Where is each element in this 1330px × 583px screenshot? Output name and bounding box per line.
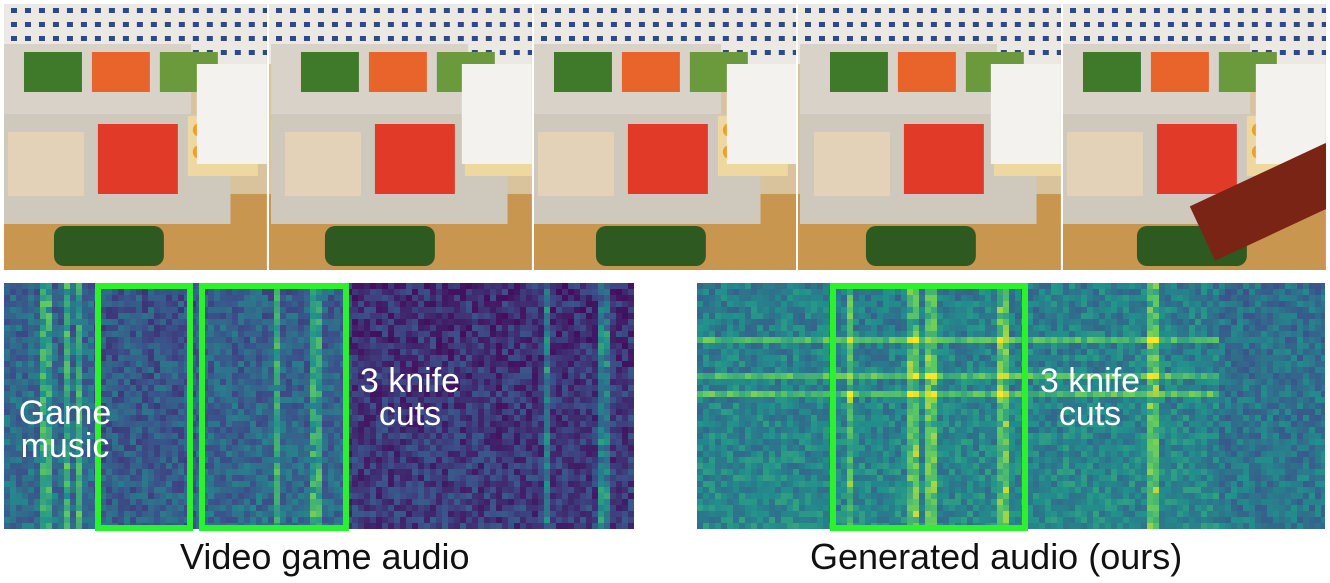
knife-cuts-label: 3 knife cuts (359, 362, 461, 433)
generated-knife-cuts-label: 3 knife cuts (1039, 362, 1141, 433)
video-frame (268, 4, 532, 270)
right-caption: Generated audio (ours) (810, 536, 1183, 577)
highlight-box-music (95, 283, 193, 531)
game-audio-spectrogram (4, 283, 634, 529)
highlight-box-knife-cuts (199, 283, 349, 531)
video-frame (1063, 4, 1326, 270)
video-frame (533, 4, 797, 270)
left-caption: Video game audio (180, 536, 470, 577)
highlight-box-generated-knife-cuts (830, 283, 1028, 531)
video-frame (798, 4, 1062, 270)
game-music-label: Game music (18, 394, 112, 465)
video-frames-strip (4, 4, 1326, 270)
video-frame (4, 4, 267, 270)
